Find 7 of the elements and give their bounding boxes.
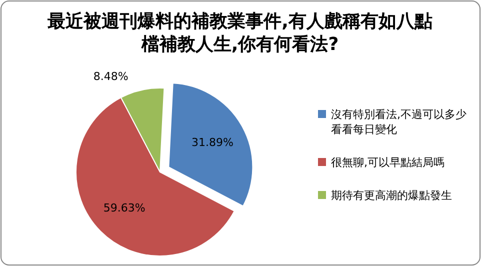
data-label: 8.48% <box>93 70 128 84</box>
legend-label: 期待有更高潮的爆點發生 <box>331 189 452 202</box>
legend-label: 很無聊,可以早點結局嗎 <box>331 156 444 169</box>
data-label: 59.63% <box>103 202 146 215</box>
title: 最近被週刊爆料的補教業事件,有人戲稱有如八點檔補教人生,你有何看法? <box>48 11 432 55</box>
data-label: 31.89% <box>191 136 234 150</box>
legend-label: 沒有特別看法,不過可以多少看看每日變化 <box>331 108 466 136</box>
